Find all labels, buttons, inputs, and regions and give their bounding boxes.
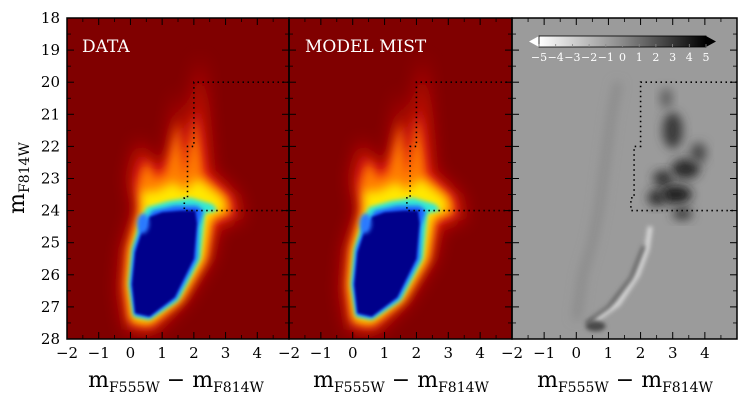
panel-label-data: DATA	[82, 37, 130, 57]
x-axis-label: mF555W − mF814W	[537, 368, 713, 396]
residual-negative-ridge	[585, 245, 646, 325]
y-tick-label: 27	[41, 298, 60, 316]
x-tick-label: −1	[310, 344, 332, 362]
x-tick-label: 1	[604, 344, 614, 362]
residual-clump-6	[672, 207, 693, 220]
fit-region-boundary	[406, 81, 512, 212]
residual-colorbar: −5 −4 −3 −2 −1 0 1 2 3 4 5	[529, 35, 716, 64]
residual-clump-7	[660, 88, 673, 109]
x-tick-label: 2	[412, 344, 422, 362]
x-tick-label: 3	[221, 344, 231, 362]
x-tick-label: 0	[572, 344, 582, 362]
y-tick-label: 28	[41, 330, 60, 348]
residual-clump-1	[671, 158, 700, 179]
colorbar-tick-label: −1	[598, 51, 614, 64]
colorbar-tick-label: 4	[686, 51, 693, 64]
residual-panel	[512, 18, 737, 339]
colorbar-tick-label: −3	[564, 51, 580, 64]
x-tick-label: 0	[126, 344, 136, 362]
residual-clump-0	[662, 112, 683, 149]
colorbar-tick-label: 5	[703, 51, 710, 64]
density-notch	[359, 213, 372, 234]
x-tick-label: −2	[501, 344, 523, 362]
x-axis-label: mF555W − mF814W	[88, 368, 264, 396]
y-tick-label: 21	[41, 105, 60, 123]
x-tick-label: 2	[636, 344, 646, 362]
x-tick-label: 2	[189, 344, 199, 362]
y-tick-label: 26	[41, 266, 60, 284]
y-tick-label: 20	[41, 73, 60, 91]
x-tick-label: −2	[56, 344, 78, 362]
x-tick-label: −2	[278, 344, 300, 362]
y-axis-label: mF814W	[5, 142, 33, 214]
y-tick-label: 25	[41, 234, 60, 252]
colorbar-tick-label: 2	[652, 51, 659, 64]
x-tick-label: 3	[444, 344, 454, 362]
x-tick-label: 3	[668, 344, 678, 362]
panel-frames: −2 −1 0 1 2 3 4 −2 −1 0 1 2 3 4 −2 −1 0 1 2 3 41819202122232…	[41, 9, 738, 362]
colorbar-max-extend	[706, 36, 716, 47]
x-tick-label: 1	[380, 344, 390, 362]
x-tick-label: 4	[253, 344, 263, 362]
density-contour-5	[354, 210, 420, 317]
y-tick-label: 19	[41, 41, 60, 59]
density-contour-5	[132, 210, 197, 317]
y-tick-label: 23	[41, 170, 60, 188]
y-tick-label: 24	[41, 202, 60, 220]
x-tick-label: −1	[88, 344, 110, 362]
x-tick-label: 4	[700, 344, 710, 362]
colorbar-tick-label: −2	[581, 51, 597, 64]
residual-clump-2	[653, 170, 674, 187]
x-tick-label: 1	[157, 344, 167, 362]
colorbar-gradient	[539, 36, 706, 47]
fit-region-boundary	[183, 81, 289, 212]
colorbar-tick-label: 0	[619, 51, 626, 64]
colorbar-tick-label: 3	[669, 51, 676, 64]
panel-label-model: MODEL MIST	[305, 37, 427, 57]
x-tick-label: 4	[475, 344, 485, 362]
colorbar-tick-label: 1	[636, 51, 643, 64]
x-tick-label: 0	[348, 344, 358, 362]
residual-clump-5	[690, 142, 707, 163]
colorbar-tick-label: −5	[531, 51, 547, 64]
model-panel	[289, 18, 512, 339]
residual-clump-3	[659, 185, 692, 204]
y-tick-label: 18	[41, 9, 60, 27]
residual-positive-ridge	[594, 226, 653, 322]
residual-dark-spot	[585, 321, 606, 332]
colorbar-min-extend	[529, 36, 539, 47]
x-axis-label: mF555W − mF814W	[313, 368, 489, 396]
colorbar-tick-label: −4	[548, 51, 564, 64]
residual-clump-4	[647, 189, 666, 206]
residual-ms-track	[572, 81, 622, 321]
axis-labels: mF555W − mF814W mF555W − mF814W mF555W − m…	[5, 142, 714, 396]
density-notch	[137, 213, 150, 234]
y-tick-label: 22	[41, 137, 60, 155]
x-tick-label: −1	[533, 344, 555, 362]
data-panel	[67, 18, 289, 339]
